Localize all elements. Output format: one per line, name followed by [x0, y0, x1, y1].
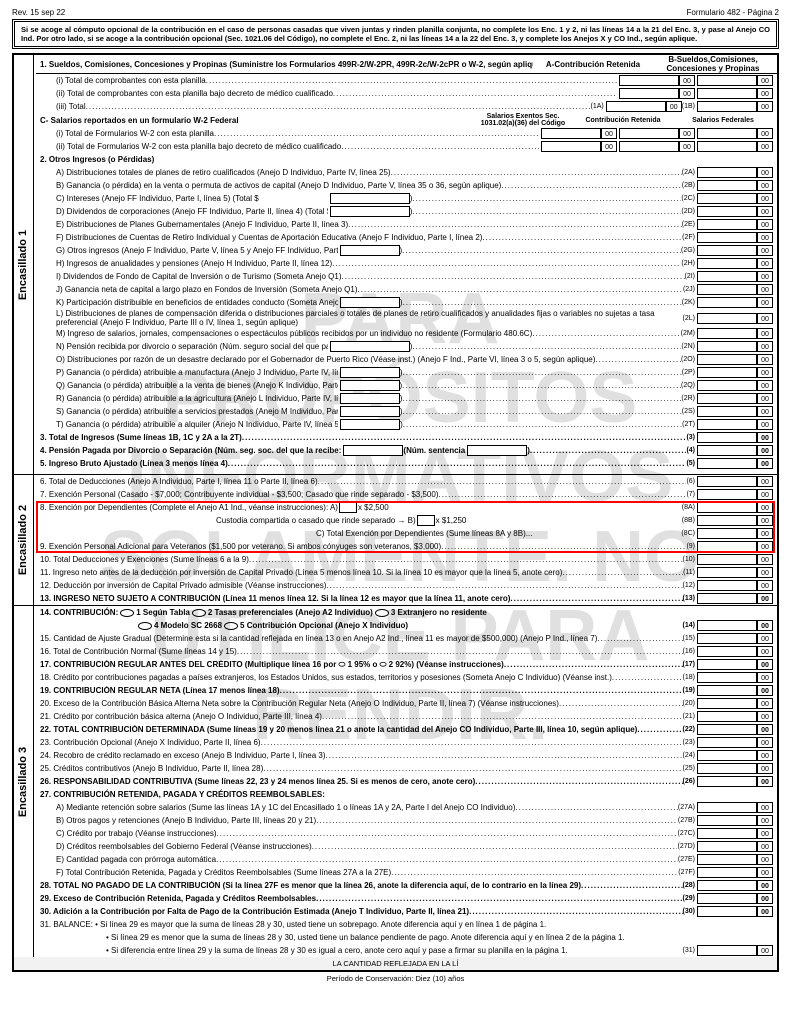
- enc1-label: Encasillado 1: [18, 229, 30, 299]
- line1-iii: (iii) Total: [56, 102, 591, 111]
- line1-title: 1. Sueldos, Comisiones, Concesiones y Pr…: [40, 60, 533, 69]
- form-page: Formulario 482 - Página 2: [687, 8, 780, 17]
- footer-period: Período de Conservación: Diez (10) años: [12, 972, 779, 983]
- col-b: B-Sueldos,Comisiones, Concesiones y Prop…: [653, 55, 773, 73]
- footer-redacted: LA CANTIDAD REFLEJADA EN LA LÍ: [14, 957, 777, 970]
- line2-title: 2. Otros Ingresos (o Pérdidas): [40, 155, 154, 164]
- enc2-label: Encasillado 2: [18, 505, 30, 575]
- line1-ii: (ii) Total de comprobantes con esta plan…: [56, 89, 617, 98]
- warning-box: Si se acoge al cómputo opcional de la co…: [12, 19, 779, 49]
- line1-i: (i) Total de comprobantes con esta plani…: [56, 76, 617, 85]
- enc3-label: Encasillado 3: [18, 746, 30, 816]
- col-a: A-Contribución Retenida: [533, 60, 653, 69]
- lineC-title: C- Salarios reportados en un formulario …: [40, 116, 239, 125]
- amt-1i-a[interactable]: [619, 75, 679, 86]
- rev-date: Rev. 15 sep 22: [12, 8, 65, 17]
- amt-1i-b[interactable]: [697, 75, 757, 86]
